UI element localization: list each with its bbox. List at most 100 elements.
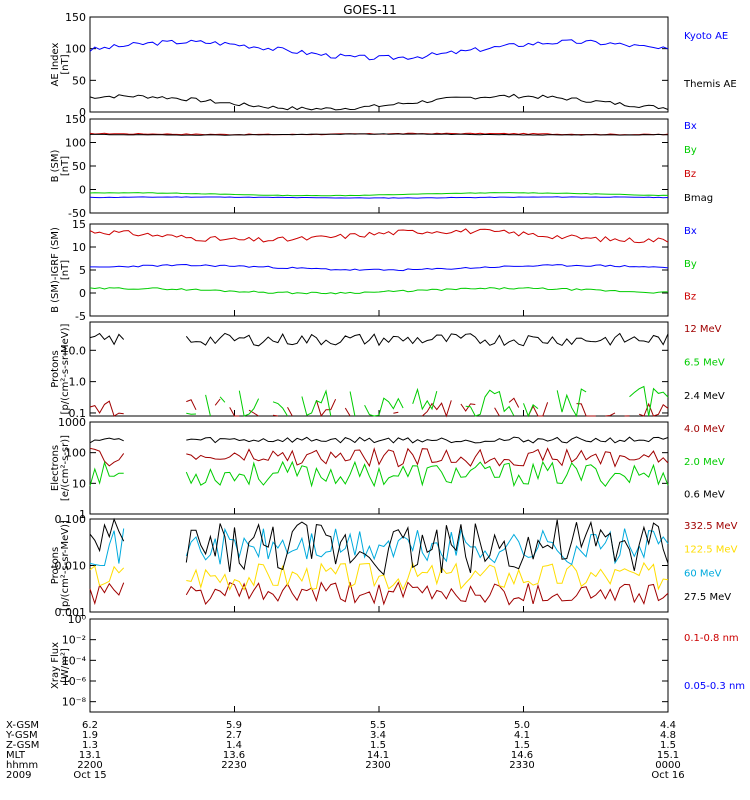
x-tick-label: 13.6 xyxy=(223,750,245,761)
y-axis-label: [e/(cm²-s-sr)] xyxy=(60,435,71,501)
panel-frame xyxy=(89,618,669,713)
x-tick-label: 4.1 xyxy=(514,730,530,741)
series-line xyxy=(186,447,669,468)
x-tick-label: 1.3 xyxy=(82,740,98,751)
series-line xyxy=(185,581,669,606)
x-axis-labels: X-GSM 6.2 5.9 5.5 5.0 4.4 Y-GSM 1.9 2.7 3.4 4.1 4.8… xyxy=(5,720,685,781)
legend-entry: 2.4 MeV xyxy=(684,391,725,402)
chart-title: GOES-11 xyxy=(343,3,397,17)
x-row-label: Y-GSM xyxy=(5,730,38,741)
series-line xyxy=(89,39,669,61)
panel-frame xyxy=(89,321,669,417)
series-line xyxy=(272,401,288,417)
y-tick-label: -5 xyxy=(75,310,86,323)
x-tick-label: 5.5 xyxy=(370,720,386,731)
x-row-label: 2009 xyxy=(6,770,31,781)
legend-entry: Kyoto AE xyxy=(684,31,728,42)
y-axis-label: B (SM) xyxy=(50,149,61,182)
series-line xyxy=(89,517,125,553)
legend-entry: 2.0 MeV xyxy=(684,457,725,468)
x-row-label: Z-GSM xyxy=(6,740,39,751)
series-line xyxy=(186,399,197,411)
series-line xyxy=(349,391,356,417)
x-tick-label: 3.4 xyxy=(370,730,386,741)
series-line xyxy=(89,528,125,567)
y-tick-label: 1 xyxy=(79,508,86,521)
series-line xyxy=(214,398,221,406)
y-axis-label: [p/(cm²-s-sr-MeV)] xyxy=(60,323,71,414)
series-line xyxy=(89,447,125,467)
panel-frame xyxy=(89,16,669,113)
series-line xyxy=(465,389,515,417)
panel-frame xyxy=(89,118,669,214)
x-tick-label: 4.8 xyxy=(660,730,676,741)
series-line xyxy=(605,412,616,417)
y-axis-label: Protons xyxy=(50,350,61,387)
series-line xyxy=(185,519,669,576)
series-line xyxy=(272,414,278,417)
y-tick-label: 1.0 xyxy=(69,376,87,389)
x-tick-label: Oct 16 xyxy=(651,770,684,781)
series-line xyxy=(229,407,240,417)
y-tick-label: 100 xyxy=(65,447,86,460)
y-tick-label: 100 xyxy=(65,43,86,56)
series-line xyxy=(186,412,197,415)
x-tick-label: 1.5 xyxy=(370,740,386,751)
y-tick-label: 50 xyxy=(72,160,86,173)
series-line xyxy=(576,403,596,417)
x-tick-label: 2230 xyxy=(221,760,246,771)
legend-entry: 122.5 MeV xyxy=(684,545,738,556)
series-line xyxy=(89,332,125,346)
y-axis-label: B (SM)-IGRF (SM) xyxy=(50,227,61,313)
y-tick-label: 10 xyxy=(72,241,86,254)
series-line xyxy=(364,397,404,417)
legend-entry: 60 MeV xyxy=(684,568,722,579)
legend-entry: 0.1-0.8 nm xyxy=(684,633,739,644)
x-tick-label: 2330 xyxy=(509,760,534,771)
series-line xyxy=(89,228,669,244)
x-tick-label: 1.4 xyxy=(226,740,242,751)
series-line xyxy=(90,133,668,136)
panel-frame xyxy=(89,223,669,317)
legend-entry: Bz xyxy=(684,169,696,180)
legend-entry: 0.6 MeV xyxy=(684,490,725,501)
x-tick-label: 4.4 xyxy=(660,720,676,731)
y-tick-label: 0.001 xyxy=(55,606,87,619)
y-tick-label: 0.100 xyxy=(55,513,87,526)
series-line xyxy=(315,398,337,417)
series-line xyxy=(89,460,124,487)
series-line xyxy=(185,460,669,488)
y-axis-label: Xray Flux xyxy=(50,642,61,689)
series-line xyxy=(89,400,124,417)
x-tick-label: 14.6 xyxy=(511,750,533,761)
legend-entry: 12 MeV xyxy=(684,324,722,335)
series-line xyxy=(89,192,669,197)
series-line xyxy=(89,582,125,606)
series-line xyxy=(89,287,668,295)
legend-entry: 332.5 MeV xyxy=(684,521,738,532)
y-tick-label: 100 xyxy=(65,137,86,150)
x-tick-label: 5.0 xyxy=(514,720,530,731)
x-row-label: X-GSM xyxy=(6,720,39,731)
y-axis-label: [nT] xyxy=(60,54,71,74)
y-axis-label: [nT] xyxy=(60,156,71,176)
panel-frame xyxy=(89,518,669,613)
x-tick-label: 1.9 xyxy=(82,730,98,741)
series-line xyxy=(556,388,587,418)
x-tick-label: 2300 xyxy=(365,760,390,771)
y-tick-label: -50 xyxy=(68,207,86,220)
legend-entry: Bx xyxy=(684,226,697,237)
y-tick-label: 1000 xyxy=(58,416,86,429)
series-line xyxy=(629,385,669,417)
series-line xyxy=(523,403,539,418)
series-line xyxy=(460,403,476,412)
legend-entry: 4.0 MeV xyxy=(684,424,725,435)
series-line xyxy=(393,411,399,414)
series-line xyxy=(219,396,226,403)
y-tick-label: 10.0 xyxy=(62,344,87,357)
series-line xyxy=(185,527,669,566)
x-row-label: hhmm xyxy=(6,760,38,771)
x-tick-label: 0000 xyxy=(655,760,680,771)
y-tick-label: 10 xyxy=(72,477,86,490)
